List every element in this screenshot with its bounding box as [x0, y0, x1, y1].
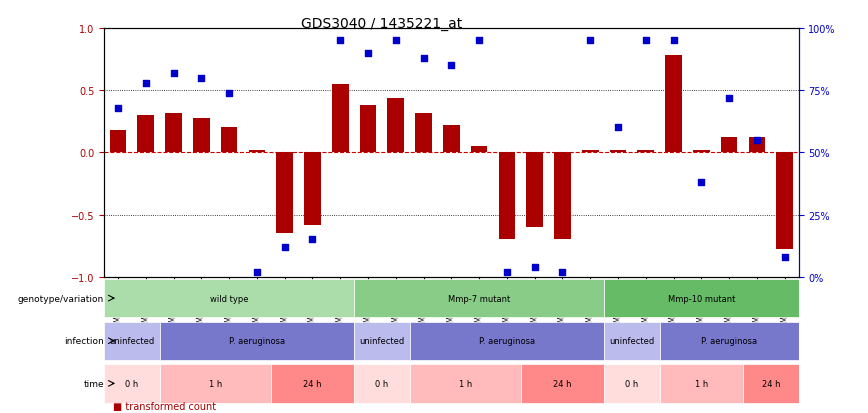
Bar — [332, 85, 349, 153]
Point — [556, 269, 569, 275]
Bar — [193, 118, 210, 153]
Text: 0 h: 0 h — [125, 379, 139, 388]
FancyBboxPatch shape — [271, 364, 354, 403]
Text: 1 h: 1 h — [208, 379, 222, 388]
Text: 0 h: 0 h — [375, 379, 389, 388]
Bar — [748, 138, 766, 153]
FancyBboxPatch shape — [604, 279, 799, 318]
FancyBboxPatch shape — [660, 322, 799, 360]
Bar — [526, 153, 543, 228]
Text: Mmp-7 mutant: Mmp-7 mutant — [448, 294, 510, 303]
FancyBboxPatch shape — [354, 364, 410, 403]
Point — [361, 50, 375, 57]
Point — [306, 237, 319, 243]
Text: P. aeruginosa: P. aeruginosa — [229, 337, 285, 345]
Point — [611, 125, 625, 131]
Point — [778, 254, 792, 261]
Text: GDS3040 / 1435221_at: GDS3040 / 1435221_at — [301, 17, 463, 31]
Bar — [415, 113, 432, 153]
FancyBboxPatch shape — [104, 364, 160, 403]
FancyBboxPatch shape — [104, 279, 354, 318]
Point — [694, 180, 708, 186]
FancyBboxPatch shape — [521, 364, 604, 403]
Text: P. aeruginosa: P. aeruginosa — [479, 337, 535, 345]
Point — [472, 38, 486, 45]
Text: uninfected: uninfected — [609, 337, 654, 345]
FancyBboxPatch shape — [604, 322, 660, 360]
FancyBboxPatch shape — [104, 322, 160, 360]
Text: uninfected: uninfected — [359, 337, 404, 345]
Bar — [582, 150, 599, 153]
Text: 24 h: 24 h — [553, 379, 572, 388]
Bar — [109, 131, 127, 153]
Text: 0 h: 0 h — [625, 379, 639, 388]
FancyBboxPatch shape — [410, 364, 521, 403]
Point — [250, 269, 264, 275]
Bar — [470, 147, 488, 153]
FancyBboxPatch shape — [354, 279, 604, 318]
Text: 1 h: 1 h — [694, 379, 708, 388]
Point — [194, 75, 208, 82]
Text: P. aeruginosa: P. aeruginosa — [701, 337, 757, 345]
Bar — [609, 150, 627, 153]
Point — [333, 38, 347, 45]
Point — [222, 90, 236, 97]
Bar — [665, 56, 682, 153]
Text: wild type: wild type — [210, 294, 248, 303]
Point — [722, 95, 736, 102]
Bar — [554, 153, 571, 240]
Bar — [248, 150, 266, 153]
Text: infection: infection — [64, 337, 104, 345]
Point — [528, 264, 542, 271]
Bar — [498, 153, 516, 240]
Bar — [276, 153, 293, 234]
Text: 1 h: 1 h — [458, 379, 472, 388]
Bar — [693, 150, 710, 153]
Text: ■ transformed count: ■ transformed count — [113, 401, 216, 411]
Point — [389, 38, 403, 45]
FancyBboxPatch shape — [604, 364, 660, 403]
FancyBboxPatch shape — [160, 322, 354, 360]
Bar — [359, 106, 377, 153]
Bar — [443, 126, 460, 153]
Text: uninfected: uninfected — [109, 337, 155, 345]
Bar — [165, 113, 182, 153]
Point — [417, 55, 431, 62]
FancyBboxPatch shape — [743, 364, 799, 403]
Bar — [387, 98, 404, 153]
Bar — [304, 153, 321, 225]
FancyBboxPatch shape — [354, 322, 410, 360]
Bar — [720, 138, 738, 153]
Point — [583, 38, 597, 45]
Text: Mmp-10 mutant: Mmp-10 mutant — [667, 294, 735, 303]
Text: time: time — [83, 379, 104, 388]
Bar — [776, 153, 793, 250]
Text: 24 h: 24 h — [761, 379, 780, 388]
Text: 24 h: 24 h — [303, 379, 322, 388]
FancyBboxPatch shape — [160, 364, 271, 403]
Point — [500, 269, 514, 275]
Text: genotype/variation: genotype/variation — [18, 294, 104, 303]
FancyBboxPatch shape — [660, 364, 743, 403]
Point — [639, 38, 653, 45]
Bar — [137, 116, 155, 153]
Point — [278, 244, 292, 251]
Point — [750, 137, 764, 144]
Point — [111, 105, 125, 112]
Bar — [220, 128, 238, 153]
FancyBboxPatch shape — [410, 322, 604, 360]
Point — [667, 38, 681, 45]
Point — [139, 80, 153, 87]
Bar — [637, 150, 654, 153]
Point — [167, 70, 181, 77]
Point — [444, 63, 458, 69]
